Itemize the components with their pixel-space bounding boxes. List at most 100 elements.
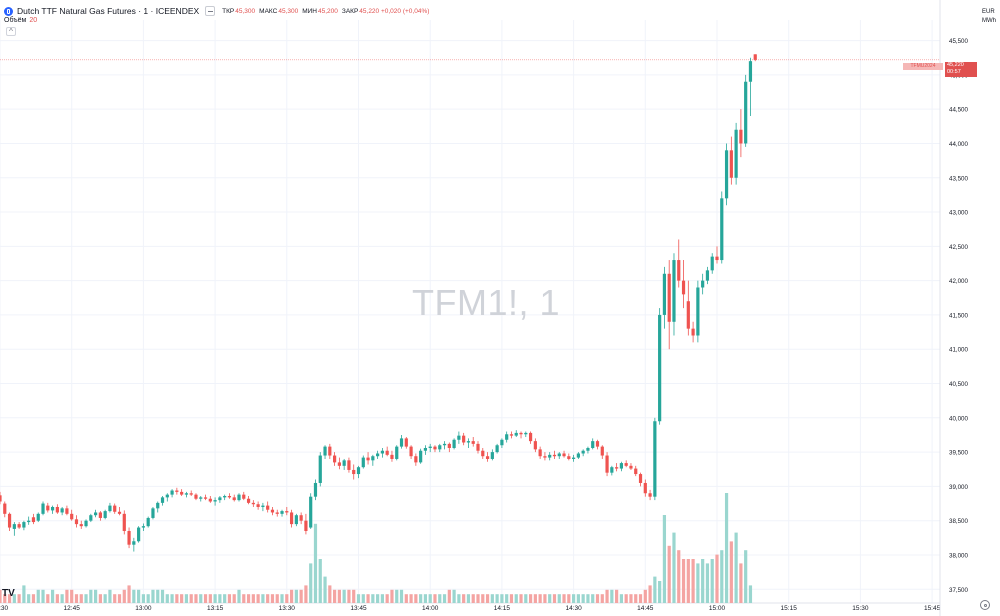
candle-body — [528, 432, 533, 442]
candle-body — [70, 513, 74, 520]
symbol-title[interactable]: Dutch TTF Natural Gas Futures · 1 · ICEE… — [17, 6, 200, 16]
currency-unit-selector[interactable]: EUR MWh — [982, 8, 996, 26]
candle-body — [141, 526, 145, 528]
volume-bar — [390, 589, 394, 603]
volume-bar — [744, 550, 748, 603]
volume-bar — [328, 585, 332, 603]
candle-body — [466, 441, 471, 443]
candle-body — [710, 256, 714, 271]
candle-body — [677, 260, 681, 281]
volume-bar — [591, 594, 595, 603]
volume-bar — [490, 594, 494, 603]
candle-body — [356, 467, 361, 475]
candle-body — [299, 515, 303, 521]
volume-bar — [739, 563, 743, 603]
volume-bar — [318, 559, 322, 603]
volume-bar — [662, 515, 667, 603]
candle-body — [572, 457, 576, 459]
candle-body — [505, 434, 509, 440]
last-price-symbol: TFMU2024 — [903, 63, 943, 70]
candle-body — [361, 457, 365, 468]
volume-bar — [108, 589, 112, 603]
volume-bar — [294, 589, 298, 603]
volume-bar — [495, 594, 499, 603]
settings-icon[interactable] — [980, 600, 990, 610]
candle-body — [748, 61, 753, 82]
volume-bar — [141, 594, 145, 603]
candle-body — [160, 497, 165, 503]
minimize-icon[interactable] — [205, 6, 216, 16]
volume-bar — [70, 589, 74, 603]
candle-body — [304, 520, 308, 531]
candle-body — [739, 129, 743, 144]
candle-body — [227, 496, 232, 498]
candle-body — [7, 513, 12, 528]
candle-body — [261, 505, 265, 507]
volume-bar — [180, 594, 184, 603]
candle-body — [600, 446, 604, 456]
volume-legend[interactable]: Объём 20 — [4, 17, 37, 24]
volume-bar — [146, 594, 150, 603]
candle-body — [65, 508, 69, 514]
candle-body — [98, 512, 102, 518]
volume-bar — [672, 532, 676, 603]
x-tick-label: 13:00 — [135, 605, 152, 612]
volume-bar — [595, 594, 600, 603]
candle-body — [519, 432, 523, 435]
volume-bar — [361, 594, 365, 603]
candle-body — [567, 456, 571, 459]
volume-bar — [438, 594, 442, 603]
volume-bar — [729, 541, 733, 603]
candle-body — [538, 449, 542, 457]
volume-bar — [371, 594, 375, 603]
volume-bar — [514, 594, 518, 603]
ohlc-open: ТКР45,300 — [222, 7, 256, 15]
volume-bar — [261, 594, 265, 603]
candle-body — [223, 496, 227, 498]
volume-bar — [356, 594, 361, 603]
ohlc-close: ЗАКР45,220 +0,020 (+0,04%) — [341, 7, 430, 15]
volume-bar — [691, 559, 695, 603]
candle-body — [605, 455, 609, 473]
candle-body — [490, 452, 494, 459]
volume-bar — [208, 594, 212, 603]
volume-bar — [304, 585, 308, 603]
candle-body — [586, 447, 590, 451]
currency-label[interactable]: EUR — [982, 9, 995, 15]
candle-body — [576, 453, 580, 458]
candle-body — [31, 517, 36, 523]
volume-bar — [724, 493, 729, 603]
volume-bar — [447, 589, 451, 603]
candle-body — [414, 456, 418, 463]
collapse-legend-button[interactable]: ^ — [6, 27, 16, 36]
candle-body — [734, 129, 738, 178]
volume-bar — [94, 589, 98, 603]
volume-bar — [227, 594, 232, 603]
candle-body — [457, 435, 461, 440]
volume-bar — [36, 589, 40, 603]
candle-body — [84, 520, 88, 527]
volume-bar — [203, 594, 208, 603]
volume-bar — [385, 594, 389, 603]
x-tick-label: 14:45 — [637, 605, 654, 612]
volume-bar — [366, 594, 370, 603]
tradingview-logo[interactable]: TV — [2, 588, 15, 599]
volume-bar — [333, 589, 337, 603]
y-tick-label: 44,500 — [949, 107, 968, 114]
candle-body — [552, 454, 557, 457]
volume-bar — [533, 594, 537, 603]
candle-body — [485, 456, 490, 459]
volume-bar — [223, 594, 227, 603]
candle-body — [481, 450, 485, 457]
candle-body — [442, 443, 447, 446]
volume-bar — [213, 594, 217, 603]
unit-label[interactable]: MWh — [982, 18, 996, 24]
ohlc-high: МАКС45,300 — [259, 7, 299, 15]
candle-body — [423, 447, 428, 451]
candle-body — [256, 504, 260, 507]
volume-bar — [562, 594, 566, 603]
volume-value: 20 — [29, 17, 38, 24]
volume-bar — [103, 594, 107, 603]
candle-body — [371, 456, 375, 461]
